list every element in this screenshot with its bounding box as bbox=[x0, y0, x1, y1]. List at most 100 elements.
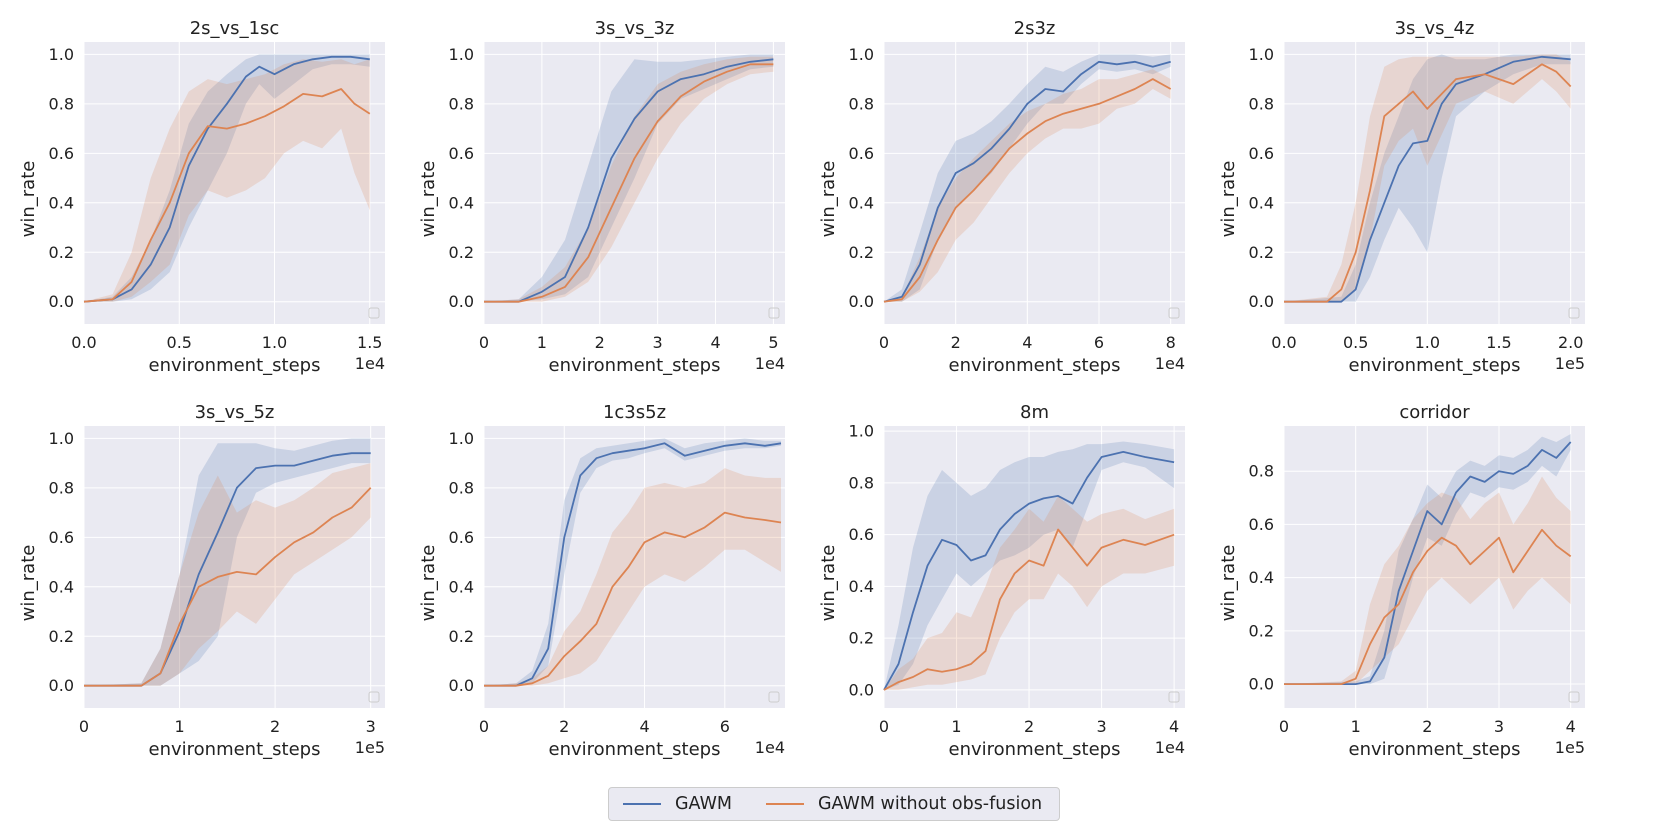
y-tick-label: 0.2 bbox=[49, 627, 74, 646]
series-line-gawm bbox=[83, 55, 370, 303]
chart-2s-vs-1sc: 0.0 0.5 1.0 1.5 0.0 0.2 0.4 0.6 0.8 1.0 2s_vs_1sce… bbox=[18, 18, 385, 376]
x-tick-label: 6 bbox=[720, 717, 730, 736]
series-line-gawm-without-obs-fusion bbox=[484, 511, 782, 687]
empty-legend-box bbox=[1568, 691, 1580, 703]
x-tick-label: 4 bbox=[1022, 333, 1032, 352]
empty-legend-box bbox=[368, 307, 380, 319]
x-tick-label: 1.5 bbox=[1486, 333, 1511, 352]
x-tick-label: 2 bbox=[1024, 717, 1034, 736]
series-line-gawm bbox=[484, 442, 782, 687]
x-tick-label: 0.5 bbox=[1343, 333, 1368, 352]
legend-label-gawm-without-obs-fusion: GAWM without obs-fusion bbox=[817, 794, 1043, 814]
x-tick-label: 0 bbox=[79, 717, 89, 736]
confidence-band-gawm-without-obs-fusion bbox=[1284, 476, 1571, 685]
y-tick-label: 0.6 bbox=[49, 144, 74, 163]
y-tick-label: 0.4 bbox=[849, 193, 874, 212]
x-tick-label: 4 bbox=[1169, 717, 1179, 736]
y-tick-label: 1.0 bbox=[1249, 45, 1274, 64]
y-tick-label: 0.0 bbox=[49, 292, 74, 311]
series-line-gawm-without-obs-fusion bbox=[883, 78, 1172, 303]
plot-area bbox=[484, 426, 785, 708]
chart-title: 3s_vs_5z bbox=[195, 402, 275, 423]
chart-title: 2s_vs_1sc bbox=[190, 18, 280, 39]
y-tick-label: 1.0 bbox=[49, 429, 74, 448]
series-line-gawm-without-obs-fusion bbox=[1284, 528, 1572, 685]
y-tick-label: 0.0 bbox=[449, 676, 474, 695]
x-scale-label: 1e4 bbox=[355, 354, 385, 373]
y-tick-label: 0.0 bbox=[849, 680, 874, 699]
confidence-band-gawm bbox=[484, 54, 774, 302]
chart-8m: 0 1 2 3 4 0.0 0.2 0.4 0.6 0.8 1.0 8m environment_ste… bbox=[818, 402, 1185, 760]
y-tick-label: 0.0 bbox=[1249, 675, 1274, 694]
legend-item-gawm: GAWM bbox=[609, 794, 732, 814]
chart-3s-vs-4z: 0.0 0.5 1.0 1.5 2.0 0.0 0.2 0.4 0.6 0.8 1.0 3s_vs_4… bbox=[1218, 18, 1585, 376]
plot-area bbox=[484, 42, 785, 324]
x-tick-label: 0.0 bbox=[71, 333, 96, 352]
y-axis-label: win_rate bbox=[818, 161, 839, 238]
x-tick-label: 0 bbox=[879, 717, 889, 736]
chart-title: 3s_vs_4z bbox=[1395, 18, 1475, 39]
x-tick-label: 4 bbox=[1566, 717, 1576, 736]
confidence-band-gawm-without-obs-fusion bbox=[884, 495, 1175, 690]
series-line-gawm bbox=[1284, 441, 1572, 685]
y-tick-label: 0.6 bbox=[49, 528, 74, 547]
chart-3s-vs-5z: 0 1 2 3 0.0 0.2 0.4 0.6 0.8 1.0 3s_vs_5z environmen… bbox=[18, 402, 385, 760]
y-tick-label: 0.0 bbox=[49, 676, 74, 695]
empty-legend-box bbox=[768, 691, 780, 703]
x-tick-label: 1 bbox=[174, 717, 184, 736]
y-axis-label: win_rate bbox=[818, 545, 839, 622]
legend-line-gawm-without-obs-fusion bbox=[765, 803, 804, 805]
y-axis-label: win_rate bbox=[1218, 161, 1239, 238]
x-tick-label: 3 bbox=[366, 717, 376, 736]
y-axis-label: win_rate bbox=[418, 161, 439, 238]
x-axis-label: environment_steps bbox=[549, 739, 721, 760]
y-tick-label: 1.0 bbox=[849, 45, 874, 64]
y-tick-label: 0.2 bbox=[849, 243, 874, 262]
x-tick-label: 8 bbox=[1166, 333, 1176, 352]
series-line-gawm-without-obs-fusion bbox=[84, 487, 372, 687]
y-axis-label: win_rate bbox=[18, 545, 39, 622]
confidence-band-gawm-without-obs-fusion bbox=[484, 56, 774, 302]
x-axis-label: environment_steps bbox=[1349, 739, 1521, 760]
chart-1c3s5z: 0 2 4 6 0.0 0.2 0.4 0.6 0.8 1.0 1c3s5z environment_… bbox=[418, 402, 785, 760]
plot-area bbox=[84, 426, 385, 708]
y-tick-label: 0.4 bbox=[449, 577, 474, 596]
y-tick-label: 0.4 bbox=[849, 577, 874, 596]
legend-label-gawm: GAWM bbox=[675, 794, 732, 814]
x-scale-label: 1e4 bbox=[755, 354, 785, 373]
y-tick-label: 0.8 bbox=[849, 94, 874, 113]
legend-line-gawm bbox=[623, 803, 661, 805]
y-tick-label: 0.2 bbox=[849, 629, 874, 648]
x-tick-label: 2 bbox=[559, 717, 569, 736]
plot-area bbox=[884, 426, 1185, 708]
y-tick-label: 1.0 bbox=[449, 45, 474, 64]
x-tick-label: 2 bbox=[1422, 717, 1432, 736]
y-tick-label: 1.0 bbox=[849, 422, 874, 441]
y-tick-label: 0.8 bbox=[1249, 94, 1274, 113]
empty-legend-box bbox=[368, 691, 380, 703]
y-tick-label: 1.0 bbox=[49, 45, 74, 64]
y-tick-label: 0.8 bbox=[449, 94, 474, 113]
legend-item-gawm-without-obs-fusion: GAWM without obs-fusion bbox=[732, 794, 1042, 814]
x-tick-label: 6 bbox=[1094, 333, 1104, 352]
y-tick-label: 0.2 bbox=[449, 627, 474, 646]
x-tick-label: 0 bbox=[1279, 717, 1289, 736]
chart-title: 8m bbox=[1020, 402, 1049, 423]
plot-area bbox=[1284, 426, 1585, 708]
empty-legend-box bbox=[1168, 307, 1180, 319]
series-line-gawm-without-obs-fusion bbox=[83, 88, 371, 303]
y-tick-label: 0.8 bbox=[849, 473, 874, 492]
y-tick-label: 0.0 bbox=[1249, 292, 1274, 311]
x-axis-label: environment_steps bbox=[149, 355, 321, 376]
x-axis-label: environment_steps bbox=[949, 739, 1121, 760]
y-tick-label: 0.6 bbox=[449, 144, 474, 163]
x-scale-label: 1e5 bbox=[1555, 354, 1585, 373]
series-line-gawm bbox=[883, 450, 1175, 691]
x-tick-label: 3 bbox=[1494, 717, 1504, 736]
series-line-gawm-without-obs-fusion bbox=[1284, 63, 1572, 303]
empty-legend-box bbox=[1568, 307, 1580, 319]
x-tick-label: 1 bbox=[537, 333, 547, 352]
y-tick-label: 0.8 bbox=[49, 478, 74, 497]
series-line-gawm bbox=[484, 58, 774, 303]
confidence-band-gawm bbox=[84, 54, 370, 302]
